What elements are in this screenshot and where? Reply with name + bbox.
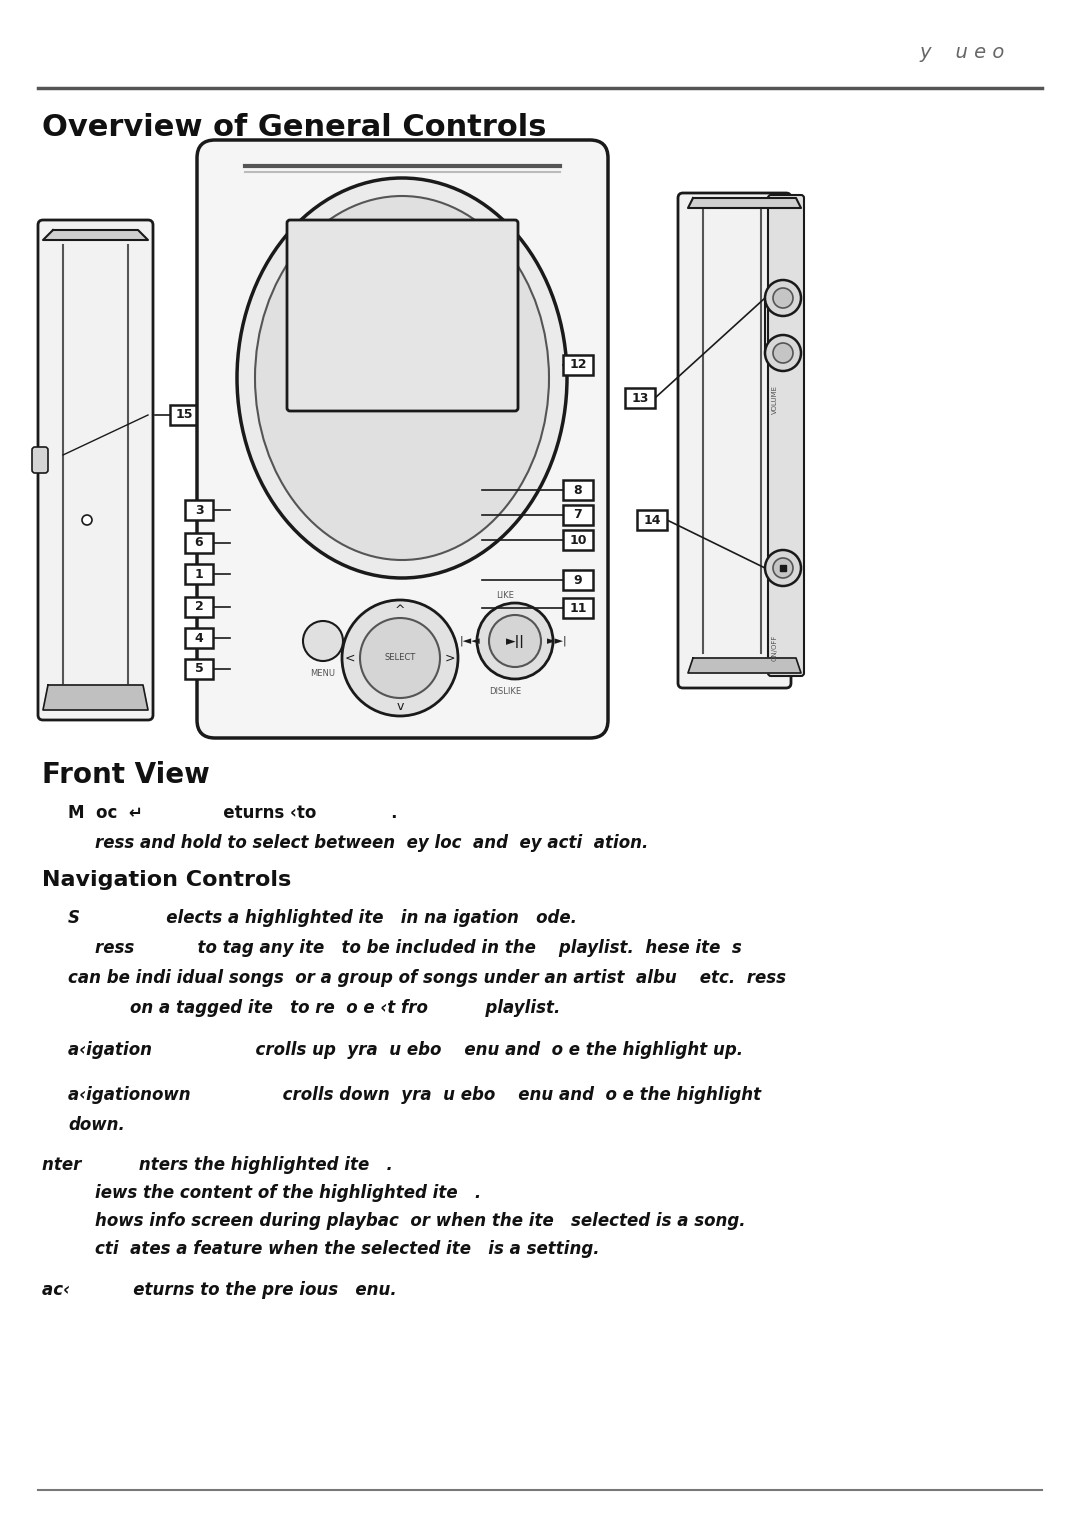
Bar <box>185 597 213 617</box>
Circle shape <box>489 615 541 667</box>
Text: ►||: ►|| <box>505 635 525 647</box>
Bar <box>780 565 786 572</box>
Text: VOLUME: VOLUME <box>772 385 778 414</box>
Text: 12: 12 <box>569 358 586 371</box>
Bar <box>563 355 593 374</box>
FancyBboxPatch shape <box>768 196 804 676</box>
Text: DISLIKE: DISLIKE <box>489 687 521 696</box>
Bar <box>185 659 213 679</box>
Text: Overview of General Controls: Overview of General Controls <box>42 114 546 143</box>
Text: cti  ates a feature when the selected ite   is a setting.: cti ates a feature when the selected ite… <box>95 1240 599 1258</box>
Polygon shape <box>43 230 148 240</box>
Text: 3: 3 <box>194 503 203 517</box>
Bar <box>563 597 593 619</box>
Ellipse shape <box>237 177 567 578</box>
Circle shape <box>773 558 793 578</box>
FancyBboxPatch shape <box>678 193 791 688</box>
Text: nter          nters the highlighted ite   .: nter nters the highlighted ite . <box>42 1157 393 1173</box>
Text: 14: 14 <box>644 514 661 526</box>
Bar <box>185 500 213 520</box>
FancyBboxPatch shape <box>197 139 608 738</box>
Bar <box>563 505 593 525</box>
Text: ON/OFF: ON/OFF <box>772 635 778 661</box>
Text: can be indi idual songs  or a group of songs under an artist  albu    etc.  ress: can be indi idual songs or a group of so… <box>68 969 786 987</box>
FancyBboxPatch shape <box>38 220 153 720</box>
Text: 10: 10 <box>569 534 586 546</box>
Circle shape <box>765 550 801 587</box>
Text: iews the content of the highlighted ite   .: iews the content of the highlighted ite … <box>95 1184 482 1202</box>
Text: y    u e o: y u e o <box>920 42 1005 62</box>
Bar <box>637 509 667 531</box>
Bar <box>185 564 213 584</box>
Text: ress and hold to select between  ey loc  and  ey acti  ation.: ress and hold to select between ey loc a… <box>95 834 648 852</box>
Text: down.: down. <box>68 1116 125 1134</box>
Circle shape <box>342 600 458 716</box>
Circle shape <box>773 343 793 362</box>
Text: 11: 11 <box>569 602 586 614</box>
Text: LIKE: LIKE <box>496 591 514 600</box>
Polygon shape <box>688 199 801 208</box>
Text: ►►|: ►►| <box>546 635 567 646</box>
Text: 4: 4 <box>194 632 203 644</box>
Circle shape <box>773 288 793 308</box>
Bar <box>563 570 593 590</box>
Circle shape <box>477 603 553 679</box>
Text: S               elects a highlighted ite   in na igation   ode.: S elects a highlighted ite in na igation… <box>68 910 577 926</box>
Circle shape <box>360 619 440 697</box>
Text: v: v <box>396 699 404 713</box>
Text: a‹igation                  crolls up  yra  u ebo    enu and  o e the highlight u: a‹igation crolls up yra u ebo enu and o … <box>68 1041 743 1060</box>
Text: 13: 13 <box>632 391 649 405</box>
Circle shape <box>765 280 801 315</box>
Polygon shape <box>43 685 148 709</box>
Text: Front View: Front View <box>42 761 210 788</box>
FancyBboxPatch shape <box>287 220 518 411</box>
Text: on a tagged ite   to re  o e ‹t fro          playlist.: on a tagged ite to re o e ‹t fro playlis… <box>130 999 561 1017</box>
Text: >: > <box>445 652 456 664</box>
Bar <box>185 628 213 647</box>
Text: a‹igationown                crolls down  yra  u ebo    enu and  o e the highligh: a‹igationown crolls down yra u ebo enu a… <box>68 1085 761 1104</box>
Text: ↵: ↵ <box>350 661 360 672</box>
Text: SELECT: SELECT <box>384 653 416 662</box>
Text: hows info screen during playbac  or when the ite   selected is a song.: hows info screen during playbac or when … <box>95 1211 745 1229</box>
Circle shape <box>765 335 801 371</box>
Text: M  oc  ↵              eturns ‹to             .: M oc ↵ eturns ‹to . <box>68 803 397 822</box>
Text: 15: 15 <box>175 408 192 421</box>
Text: ress           to tag any ite   to be included in the    playlist.  hese ite  s: ress to tag any ite to be included in th… <box>95 938 742 957</box>
Text: ac‹           eturns to the pre ious   enu.: ac‹ eturns to the pre ious enu. <box>42 1281 396 1299</box>
Text: 1: 1 <box>194 567 203 581</box>
Bar <box>185 534 213 553</box>
Bar <box>625 388 654 408</box>
Polygon shape <box>688 658 801 673</box>
Text: <: < <box>345 652 355 664</box>
Text: Navigation Controls: Navigation Controls <box>42 870 292 890</box>
Circle shape <box>82 515 92 525</box>
Text: 5: 5 <box>194 662 203 676</box>
Text: 8: 8 <box>573 484 582 497</box>
Text: 7: 7 <box>573 508 582 522</box>
Ellipse shape <box>255 196 549 559</box>
Text: ^: ^ <box>395 603 405 617</box>
Bar <box>170 405 198 424</box>
Bar <box>563 481 593 500</box>
Text: |◄◄: |◄◄ <box>460 635 481 646</box>
Text: MENU: MENU <box>311 669 336 678</box>
FancyBboxPatch shape <box>32 447 48 473</box>
Text: 2: 2 <box>194 600 203 614</box>
Circle shape <box>303 622 343 661</box>
Text: 6: 6 <box>194 537 203 549</box>
Bar <box>563 531 593 550</box>
Text: 9: 9 <box>573 573 582 587</box>
